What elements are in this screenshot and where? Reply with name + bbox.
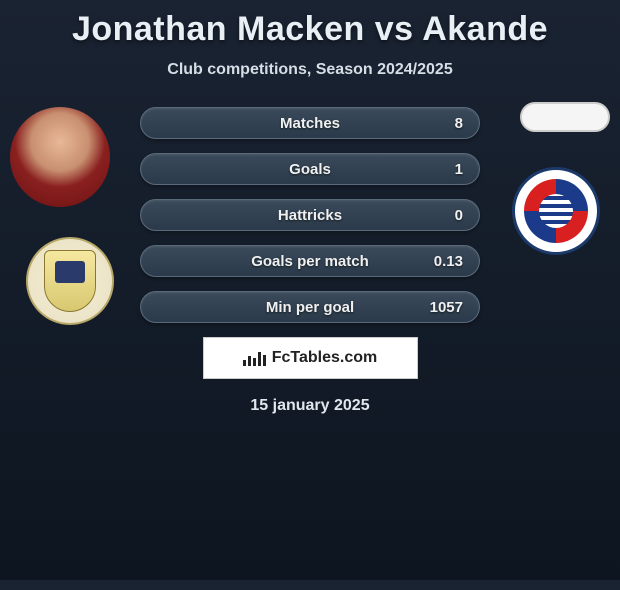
- reading-center-icon: [539, 194, 573, 228]
- stat-value: 0.13: [434, 253, 463, 270]
- stat-value: 8: [455, 115, 463, 132]
- club-crest-left: [26, 237, 114, 325]
- reading-roundel-icon: [524, 179, 588, 243]
- date-text: 15 january 2025: [0, 397, 620, 415]
- stat-row-min-per-goal: Min per goal 1057: [140, 291, 480, 323]
- stat-label: Goals: [289, 161, 331, 178]
- shield-icon: [44, 250, 96, 312]
- stat-value: 1057: [430, 299, 463, 316]
- stat-row-hattricks: Hattricks 0: [140, 199, 480, 231]
- stat-row-goals: Goals 1: [140, 153, 480, 185]
- stat-label: Hattricks: [278, 207, 342, 224]
- page-title: Jonathan Macken vs Akande: [0, 10, 620, 49]
- club-crest-right: [512, 167, 600, 255]
- stat-label: Matches: [280, 115, 340, 132]
- player-face-stylized: [10, 107, 110, 207]
- stat-value: 1: [455, 161, 463, 178]
- stat-label: Min per goal: [266, 299, 354, 316]
- brand-box: FcTables.com: [203, 337, 418, 379]
- player-photo-left: [10, 107, 110, 207]
- stat-row-goals-per-match: Goals per match 0.13: [140, 245, 480, 277]
- content-area: Matches 8 Goals 1 Hattricks 0 Goals per …: [0, 107, 620, 415]
- stat-row-matches: Matches 8: [140, 107, 480, 139]
- stat-value: 0: [455, 207, 463, 224]
- player-photo-right: [520, 102, 610, 132]
- stats-list: Matches 8 Goals 1 Hattricks 0 Goals per …: [140, 107, 480, 323]
- stat-label: Goals per match: [251, 253, 369, 270]
- bar-chart-icon: [243, 350, 266, 366]
- subtitle: Club competitions, Season 2024/2025: [0, 61, 620, 79]
- brand-text: FcTables.com: [272, 349, 378, 367]
